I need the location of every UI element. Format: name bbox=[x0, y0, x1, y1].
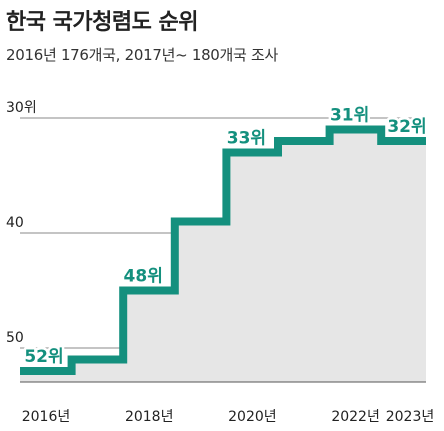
data-label: 52위 bbox=[24, 347, 63, 367]
data-label-halo: 31위 bbox=[330, 106, 369, 126]
data-label-halo: 33위 bbox=[227, 129, 266, 149]
data-label-halo: 52위 bbox=[24, 347, 63, 367]
data-label: 33위 bbox=[227, 129, 266, 149]
x-tick-label: 2020년 bbox=[228, 409, 277, 425]
x-tick-label: 2016년 bbox=[22, 409, 71, 425]
data-label: 32위 bbox=[387, 117, 426, 137]
rank-area bbox=[20, 129, 426, 382]
x-tick-label: 2022년 bbox=[331, 409, 380, 425]
y-tick-label: 40 bbox=[6, 215, 24, 231]
data-label: 48위 bbox=[124, 267, 163, 287]
rank-step-line bbox=[20, 125, 426, 375]
x-tick-label: 2023년 bbox=[386, 409, 435, 425]
chart-title: 한국 국가청렴도 순위 bbox=[6, 10, 198, 35]
y-tick-label: 30위 bbox=[6, 100, 37, 116]
y-tick-label: 50 bbox=[6, 330, 24, 346]
data-label: 31위 bbox=[330, 106, 369, 126]
data-label-halo: 48위 bbox=[124, 267, 163, 287]
x-tick-label: 2018년 bbox=[125, 409, 174, 425]
data-label-halo: 32위 bbox=[387, 117, 426, 137]
chart-subtitle: 2016년 176개국, 2017년~ 180개국 조사 bbox=[6, 46, 279, 64]
